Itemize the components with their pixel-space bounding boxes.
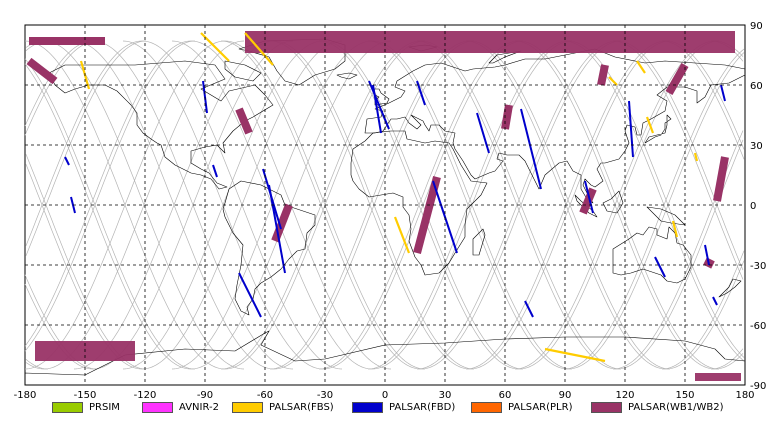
- legend-label: PRSIM: [89, 402, 120, 413]
- legend-item-palsar-wb: PALSAR(WB1/WB2): [591, 402, 724, 413]
- lon-tick-label: 60: [499, 390, 512, 401]
- fbd-swath: [720, 84, 726, 102]
- fbd-swath: [238, 272, 262, 318]
- fbd-swath: [628, 100, 634, 158]
- legend: PRSIM AVNIR-2 PALSAR(FBS) PALSAR(FBD) PA…: [0, 400, 770, 422]
- legend-swatch: [591, 402, 622, 413]
- fbd-swath: [584, 180, 594, 214]
- coastline-iceland: [336, 72, 358, 80]
- fbs-swath: [544, 347, 606, 363]
- wb-swath: [597, 64, 609, 86]
- wb-swath: [26, 57, 58, 85]
- coastline-novaya-zemlya: [488, 50, 522, 64]
- legend-swatch: [232, 402, 263, 413]
- coastline-japan: [644, 114, 672, 144]
- lon-tick-label: -150: [74, 390, 97, 401]
- coastline-sumatra: [574, 194, 598, 218]
- orbit-track: [24, 40, 744, 370]
- lon-tick-label: 30: [439, 390, 452, 401]
- orbit-track: [25, 40, 745, 370]
- fbd-swath: [368, 80, 390, 130]
- coastline-antarctica: [24, 330, 746, 386]
- legend-item-palsar-fbd: PALSAR(FBD): [352, 402, 455, 413]
- lon-tick-label: 90: [559, 390, 572, 401]
- fbd-swath: [524, 300, 534, 318]
- lat-tick-label: 90: [750, 21, 763, 32]
- coastline-baffin: [224, 60, 262, 82]
- fbs-swath: [244, 32, 274, 66]
- lat-tick-label: 60: [750, 81, 763, 92]
- orbit-tracks: [24, 40, 745, 370]
- lon-tick-label: 0: [382, 390, 388, 401]
- wb-swath: [579, 187, 597, 215]
- lon-tick-label: -180: [14, 390, 37, 401]
- fbd-swath: [64, 156, 70, 166]
- wb-polar-swath: [695, 373, 741, 381]
- fbd-swath: [712, 296, 718, 306]
- fbs-swath: [693, 152, 699, 162]
- fbd-swath: [520, 108, 542, 190]
- wb-swath: [413, 175, 441, 255]
- lon-tick-label: 120: [615, 390, 634, 401]
- fbd-swath: [416, 80, 426, 106]
- fbd-swath: [704, 244, 710, 266]
- legend-swatch: [352, 402, 383, 413]
- coastline-north-america: [48, 60, 274, 190]
- fbs-swath: [393, 216, 411, 254]
- graticule-grid: [25, 25, 745, 385]
- fbs-swath: [636, 60, 646, 74]
- lon-tick-label: -90: [197, 390, 213, 401]
- coastlines: [24, 38, 746, 386]
- fbd-swath: [654, 256, 666, 278]
- lon-tick-label: -30: [317, 390, 333, 401]
- coastline-eurasia: [364, 48, 746, 204]
- coastline-borneo: [602, 190, 624, 214]
- orbit-track: [24, 40, 744, 370]
- axis-tick-labels: -180 -150 -120 -90 -60 -30 0 30 60 90 120 150 180 90 6…: [14, 21, 767, 401]
- fbd-swath: [268, 184, 286, 274]
- wb-swath: [665, 63, 689, 95]
- lat-tick-label: -90: [750, 381, 766, 392]
- orbit-track: [25, 40, 745, 370]
- lon-tick-label: -120: [134, 390, 157, 401]
- legend-swatch: [471, 402, 502, 413]
- fbd-swath: [212, 164, 218, 178]
- legend-label: PALSAR(FBD): [389, 402, 456, 413]
- wb-polar-swath: [245, 31, 735, 53]
- legend-item-palsar-fbs: PALSAR(FBS): [232, 402, 334, 413]
- fbs-swath: [608, 76, 618, 86]
- legend-label: AVNIR-2: [179, 402, 219, 413]
- coastline-south-america: [222, 180, 316, 316]
- legend-item-avnir2: AVNIR-2: [142, 402, 219, 413]
- coastline-new-guinea: [646, 206, 686, 226]
- coastline-africa: [350, 130, 488, 276]
- lon-tick-label: 150: [675, 390, 694, 401]
- coastline-madagascar: [472, 228, 486, 256]
- wb-swath: [713, 156, 729, 202]
- legend-swatch: [142, 402, 173, 413]
- fbd-swath: [372, 84, 382, 134]
- wb-swath: [235, 107, 253, 135]
- legend-swatch: [52, 402, 83, 413]
- coastline-new-zealand: [718, 278, 742, 298]
- legend-item-palsar-plr: PALSAR(PLR): [471, 402, 572, 413]
- fbs-swath: [200, 32, 230, 62]
- legend-label: PALSAR(PLR): [508, 402, 573, 413]
- lat-tick-label: -60: [750, 321, 766, 332]
- lon-tick-label: -60: [257, 390, 273, 401]
- legend-label: PALSAR(FBS): [269, 402, 334, 413]
- legend-item-prsim: PRSIM: [52, 402, 120, 413]
- wb-swath: [501, 104, 513, 130]
- lat-tick-label: -30: [750, 261, 766, 272]
- legend-label: PALSAR(WB1/WB2): [628, 402, 724, 413]
- orbit-track: [25, 40, 745, 370]
- lat-tick-label: 30: [750, 141, 763, 152]
- fbs-swath: [645, 116, 655, 134]
- lon-tick-label: 180: [735, 390, 754, 401]
- coastline-australia: [612, 226, 692, 284]
- lat-tick-label: 0: [750, 201, 756, 212]
- fbs-swath: [671, 220, 679, 238]
- fbd-swath: [476, 112, 490, 154]
